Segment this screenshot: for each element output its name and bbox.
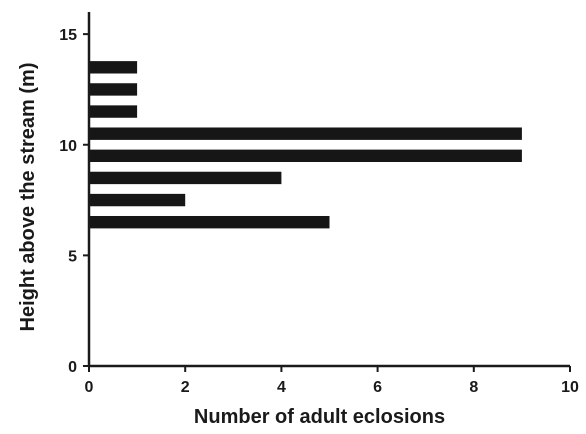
y-tick-label: 0 (68, 359, 77, 376)
y-tick-label: 5 (68, 248, 77, 265)
bar (89, 171, 282, 185)
y-tick-label: 10 (59, 138, 77, 155)
y-tick-label: 15 (59, 27, 77, 44)
bars-group (89, 61, 522, 229)
bar (89, 83, 138, 96)
bar (89, 149, 522, 163)
x-tick-label: 0 (85, 379, 94, 396)
x-tick-label: 8 (469, 379, 478, 396)
axes-group (87, 12, 570, 368)
bar (89, 105, 138, 118)
bar (89, 127, 522, 140)
x-tick-label: 2 (181, 379, 190, 396)
x-tick-label: 4 (277, 379, 286, 396)
y-axis-title: Height above the stream (m) (17, 63, 39, 332)
ticks-group: 0 2 4 6 8 10 0 5 10 15 (59, 27, 579, 396)
x-tick-label: 6 (373, 379, 382, 396)
bar (89, 193, 186, 207)
x-tick-label: 10 (561, 379, 579, 396)
x-axis-title: Number of adult eclosions (194, 406, 445, 428)
bar (89, 215, 330, 229)
bar (89, 61, 138, 74)
